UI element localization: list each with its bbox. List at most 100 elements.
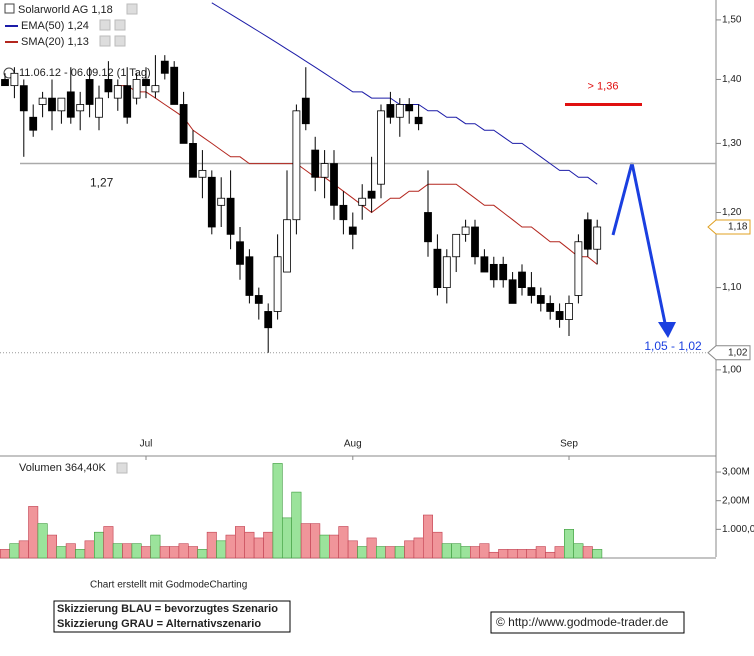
volume-bar — [0, 549, 10, 559]
candle-body — [57, 97, 66, 112]
volume-bar — [375, 546, 386, 559]
volume-bar — [404, 540, 415, 559]
volume-bar — [225, 534, 236, 559]
volume-bar — [56, 546, 67, 559]
volume-bar — [84, 540, 95, 559]
copyright[interactable]: © http://www.godmode-trader.de — [496, 615, 669, 629]
candle-body — [414, 116, 423, 125]
volume-bar — [9, 543, 20, 559]
candle-body — [76, 104, 85, 112]
volume-bar — [46, 534, 57, 559]
x-tick-label: Sep — [560, 439, 578, 450]
y-tick-label: 1,40 — [722, 74, 742, 85]
candle-body — [254, 295, 263, 304]
candle-body — [555, 311, 564, 320]
x-tick-label: Jul — [140, 439, 153, 450]
candle-body — [217, 197, 226, 206]
candle-body — [245, 256, 254, 296]
y-tick-label: 1,10 — [722, 282, 742, 293]
candle-body — [583, 219, 592, 250]
volume-bar — [554, 546, 565, 559]
candle-body — [207, 176, 216, 228]
volume-bar — [413, 537, 424, 559]
note: Skizzierung BLAU = bevorzugtes Szenario — [57, 603, 278, 615]
note: Skizzierung GRAU = Alternativszenario — [57, 618, 261, 630]
candle-body — [480, 256, 489, 273]
volume-bar — [366, 537, 377, 559]
volume-bar — [300, 523, 311, 559]
target-range-label: 1,05 - 1,02 — [644, 339, 702, 353]
candle-body — [527, 287, 536, 296]
volume-title: Volumen 364,40K — [19, 462, 107, 474]
candle-body — [395, 104, 404, 118]
candle-body — [104, 79, 113, 93]
settings-button[interactable] — [116, 462, 128, 474]
legend-label: SMA(20) 1,13 — [21, 36, 89, 48]
candle-body — [151, 85, 160, 93]
chart-subtitle: 11.06.12 - 06.09.12 (1 Tag) — [19, 67, 151, 79]
volume-bar — [451, 543, 462, 559]
volume-bar — [253, 537, 264, 559]
volume-bar — [479, 543, 490, 559]
settings-button[interactable] — [126, 3, 138, 15]
volume-bar — [150, 534, 161, 559]
candle-body — [198, 169, 207, 178]
volume-bar — [498, 549, 509, 559]
candle-body — [499, 263, 508, 281]
volume-bar — [206, 531, 217, 559]
settings-button[interactable] — [99, 35, 111, 47]
candle-body — [301, 97, 310, 125]
volume-bar — [112, 543, 123, 559]
volume-bar — [338, 526, 349, 559]
y-tick-label: 1,00 — [722, 364, 742, 375]
copyright-box — [490, 611, 685, 634]
candle-body — [508, 279, 517, 304]
price-badge-label: 1,18 — [728, 222, 748, 233]
volume-bar — [244, 531, 255, 559]
candle-body — [66, 91, 75, 118]
volume-bar — [469, 546, 480, 559]
y-tick-label: 1.000,00K — [722, 524, 754, 535]
y-tick-label: 3,00M — [722, 467, 750, 478]
volume-bar — [18, 540, 29, 559]
volume-bar — [65, 543, 76, 559]
candle-body — [85, 79, 94, 105]
candle-body — [10, 72, 19, 87]
candle-body — [123, 85, 132, 118]
legend-icon — [4, 3, 15, 14]
candle-body — [339, 204, 348, 221]
target-label: > 1,36 — [588, 80, 619, 92]
candle-body — [348, 226, 357, 235]
candle-body — [461, 226, 470, 235]
volume-bar — [235, 526, 246, 559]
candle-body — [29, 116, 38, 131]
volume-bar — [281, 517, 292, 559]
price-badge — [707, 219, 751, 235]
volume-bar — [319, 534, 330, 559]
volume-bar — [169, 546, 180, 559]
volume-bar — [37, 523, 48, 559]
candle-body — [442, 256, 451, 288]
volume-bar — [216, 540, 227, 559]
volume-bar — [422, 514, 433, 559]
volume-bar — [310, 523, 321, 559]
candle-body — [452, 233, 461, 258]
volume-bar — [385, 546, 396, 559]
candle-body — [160, 60, 169, 74]
close-button[interactable] — [114, 35, 126, 47]
volume-bar — [188, 546, 199, 559]
candle-body — [273, 256, 282, 312]
candle-body — [236, 241, 244, 265]
candle-body — [113, 85, 122, 99]
candle-body — [386, 104, 395, 118]
candle-body — [142, 79, 150, 87]
candle-body — [226, 197, 235, 235]
candle-body — [95, 97, 103, 118]
y-tick-label: 2,00M — [722, 495, 750, 506]
volume-bar — [460, 546, 471, 559]
volume-bar — [545, 551, 556, 559]
candle-body — [292, 110, 301, 221]
volume-bar — [573, 543, 584, 559]
settings-button[interactable] — [99, 19, 111, 31]
close-button[interactable] — [114, 19, 126, 31]
